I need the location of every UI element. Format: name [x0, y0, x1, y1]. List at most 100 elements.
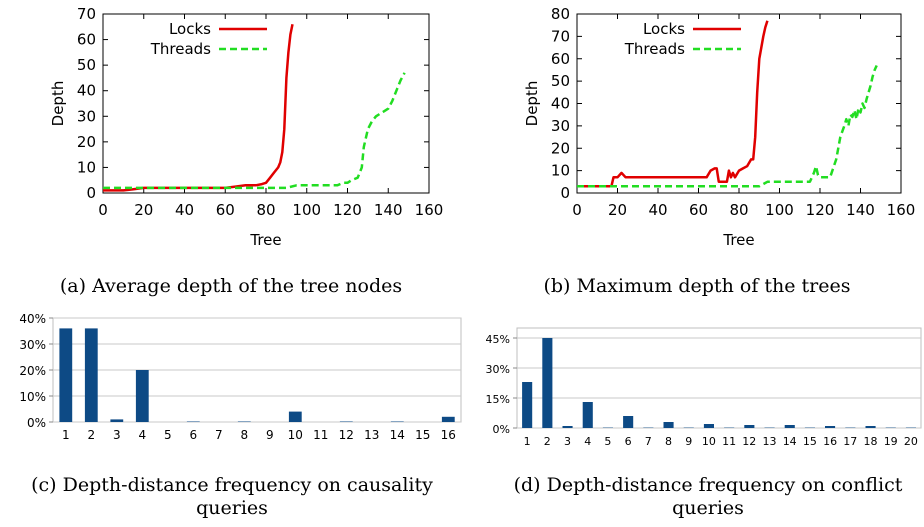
x-tick-label: 80 — [729, 201, 748, 219]
y-axis-title: Depth — [49, 81, 67, 127]
x-tick-label: 15 — [803, 435, 817, 448]
y-tick-label: 70 — [77, 5, 96, 23]
y-tick-label: 0 — [86, 184, 96, 202]
x-tick-label: 15 — [415, 428, 430, 442]
y-tick-label: 40% — [19, 312, 46, 326]
bar — [441, 416, 455, 422]
bar-chart-causality-queries: 0%10%20%30%40%1 2 3 4 5 6 7 8 9 10 11 12 13 14 15 16 — [19, 312, 462, 442]
caption-c-line-1: (c) Depth-distance frequency on causalit… — [31, 474, 433, 496]
x-tick-label: 8 — [665, 435, 672, 448]
x-axis-title: Tree — [249, 231, 281, 249]
x-tick-label: 4 — [138, 428, 146, 442]
bar-chart-conflict-queries: 0%15%30%45%1 2 3 4 5 6 7 8 9 10 11 12 13 14 15 16 17 18 19… — [486, 327, 922, 448]
y-tick-label: 10 — [551, 162, 570, 180]
x-tick-label: 100 — [765, 201, 794, 219]
x-tick-label: 11 — [313, 428, 328, 442]
line-chart-maximum-depth: 0 20 40 60 80 100 120 140 160 0 10 20 30 40 50 60 70 80 Tr… — [523, 5, 915, 249]
x-tick-label: 0 — [572, 201, 582, 219]
x-tick-label: 160 — [415, 201, 444, 219]
caption-a: (a) Average depth of the tree nodes — [60, 275, 402, 297]
y-tick-label: 30% — [19, 338, 46, 352]
x-tick-label: 11 — [722, 435, 736, 448]
x-tick-label: 6 — [189, 428, 197, 442]
caption-c-line-2: queries — [196, 497, 268, 519]
bar — [135, 370, 149, 422]
x-tick-label: 17 — [843, 435, 857, 448]
x-tick-label: 140 — [374, 201, 403, 219]
x-tick-label: 9 — [685, 435, 692, 448]
bar — [865, 426, 876, 428]
x-tick-label: 12 — [339, 428, 354, 442]
caption-b: (b) Maximum depth of the trees — [543, 275, 850, 297]
plot-frame — [516, 327, 922, 429]
x-tick-label: 120 — [806, 201, 835, 219]
x-tick-label: 3 — [113, 428, 121, 442]
y-tick-label: 10 — [77, 158, 96, 176]
x-tick-label: 12 — [742, 435, 756, 448]
x-tick-label: 2 — [87, 428, 95, 442]
series-line-threads — [577, 64, 878, 188]
x-tick-label: 100 — [292, 201, 321, 219]
y-tick-label: 30 — [551, 117, 570, 135]
y-tick-label: 30 — [77, 107, 96, 125]
x-tick-label: 40 — [175, 201, 194, 219]
x-tick-label: 6 — [625, 435, 632, 448]
y-tick-label: 40 — [77, 82, 96, 100]
bar — [744, 425, 755, 428]
bar — [390, 421, 404, 422]
series-line-threads — [103, 72, 406, 190]
x-tick-label: 4 — [584, 435, 591, 448]
x-tick-label: 7 — [215, 428, 223, 442]
x-tick-label: 1 — [524, 435, 531, 448]
y-tick-label: 0% — [493, 423, 510, 436]
x-tick-label: 16 — [441, 428, 456, 442]
bar — [522, 382, 533, 428]
x-tick-label: 19 — [884, 435, 898, 448]
legend-label-locks: Locks — [169, 20, 211, 38]
bar — [186, 421, 200, 422]
x-tick-label: 20 — [904, 435, 918, 448]
x-tick-label: 14 — [783, 435, 797, 448]
x-tick-label: 8 — [240, 428, 248, 442]
bar — [663, 422, 674, 428]
x-tick-label: 3 — [564, 435, 571, 448]
x-tick-label: 60 — [216, 201, 235, 219]
caption-d-line-1: (d) Depth-distance frequency on conflict — [514, 474, 903, 496]
bar — [237, 421, 251, 422]
x-tick-label: 16 — [823, 435, 837, 448]
y-tick-label: 20 — [77, 133, 96, 151]
x-tick-label: 18 — [864, 435, 878, 448]
x-tick-label: 160 — [887, 201, 916, 219]
x-tick-label: 140 — [846, 201, 875, 219]
bar — [562, 426, 573, 428]
legend-label-locks: Locks — [643, 20, 685, 38]
y-tick-label: 45% — [486, 333, 510, 346]
x-tick-label: 13 — [364, 428, 379, 442]
x-tick-label: 40 — [648, 201, 667, 219]
x-tick-label: 2 — [544, 435, 551, 448]
y-tick-label: 10% — [19, 390, 46, 404]
y-axis-title: Depth — [523, 81, 541, 127]
bar — [623, 416, 634, 428]
bar — [825, 426, 836, 428]
y-tick-label: 0% — [27, 416, 46, 430]
x-tick-label: 5 — [604, 435, 611, 448]
y-tick-label: 20 — [551, 139, 570, 157]
x-tick-label: 1 — [62, 428, 70, 442]
x-tick-label: 5 — [164, 428, 172, 442]
y-tick-label: 20% — [19, 364, 46, 378]
legend-label-threads: Threads — [624, 40, 685, 58]
x-tick-label: 80 — [256, 201, 275, 219]
y-tick-label: 30% — [486, 363, 510, 376]
x-tick-label: 10 — [288, 428, 303, 442]
bar — [582, 402, 593, 428]
x-tick-label: 7 — [645, 435, 652, 448]
x-tick-label: 9 — [266, 428, 274, 442]
bar — [542, 338, 553, 428]
bar — [784, 425, 795, 428]
bar — [703, 424, 714, 428]
legend-label-threads: Threads — [150, 40, 211, 58]
x-tick-label: 20 — [134, 201, 153, 219]
x-tick-label: 120 — [333, 201, 362, 219]
